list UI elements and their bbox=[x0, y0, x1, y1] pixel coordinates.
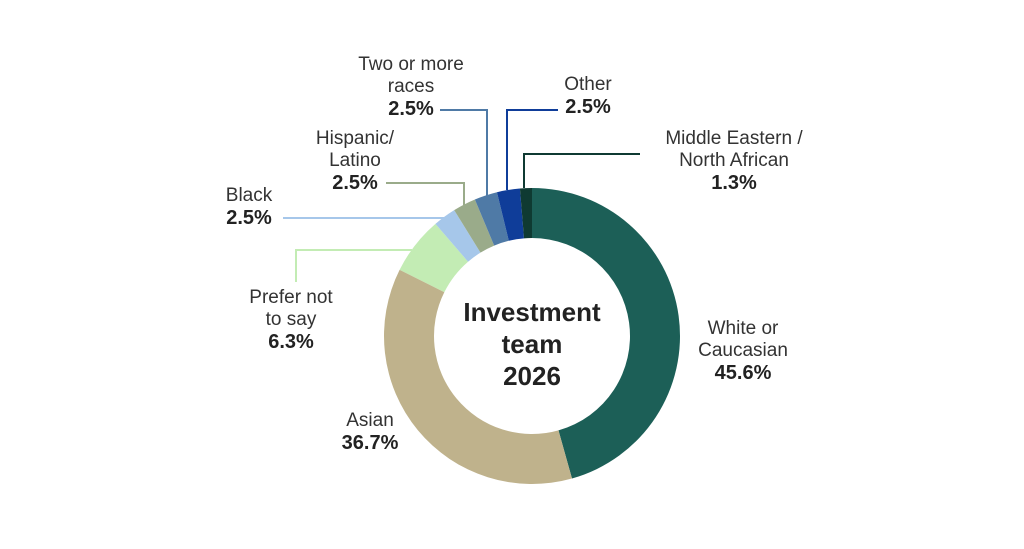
leader-line-middle-eastern-north-african bbox=[523, 153, 640, 188]
label-name-line: North African bbox=[679, 150, 789, 171]
label-value: 36.7% bbox=[341, 432, 399, 454]
label-value: 1.3% bbox=[711, 172, 757, 194]
label-name-line: Caucasian bbox=[698, 340, 788, 361]
label-name-line: Hispanic/ bbox=[315, 128, 395, 149]
label-value: 2.5% bbox=[226, 207, 272, 229]
label-prefer-not-to-say: Prefer not to say 6.3% bbox=[236, 287, 346, 353]
label-white-caucasian: White or Caucasian 45.6% bbox=[688, 318, 798, 384]
donut-slice-other bbox=[496, 188, 524, 241]
center-title-line-3: 2026 bbox=[503, 361, 561, 391]
donut-slice-hispanic-latino bbox=[454, 199, 495, 253]
label-name-line: Black bbox=[225, 185, 273, 206]
leader-lines bbox=[283, 109, 640, 282]
donut-slices bbox=[384, 188, 680, 484]
label-name-line: races bbox=[387, 76, 435, 97]
leader-line-two-or-more-races bbox=[440, 109, 488, 196]
center-title-line-1: Investment bbox=[463, 297, 601, 327]
label-value: 6.3% bbox=[268, 331, 314, 353]
donut-slice-two-or-more-races bbox=[474, 192, 509, 246]
label-value: 2.5% bbox=[332, 172, 378, 194]
label-name-line: to say bbox=[265, 309, 317, 330]
label-other: Other 2.5% bbox=[548, 74, 628, 118]
label-name-line: Two or more bbox=[358, 54, 464, 75]
label-value: 2.5% bbox=[565, 96, 611, 118]
donut-slice-asian bbox=[384, 269, 572, 484]
donut-center-title: Investment team 2026 bbox=[432, 296, 632, 392]
leader-line-other bbox=[506, 109, 558, 190]
label-black: Black 2.5% bbox=[214, 185, 284, 229]
donut-slice-black bbox=[435, 210, 481, 262]
label-asian: Asian 36.7% bbox=[320, 410, 420, 454]
donut-slice-white-caucasian bbox=[532, 188, 680, 479]
label-name-line: Asian bbox=[346, 410, 394, 431]
label-value: 2.5% bbox=[388, 98, 434, 120]
label-two-or-more-races: Two or more races 2.5% bbox=[346, 54, 476, 120]
donut-slice-prefer-not-to-say bbox=[399, 223, 469, 293]
center-title-line-2: team bbox=[501, 329, 563, 359]
label-name-line: White or bbox=[707, 318, 779, 339]
label-value: 45.6% bbox=[714, 362, 772, 384]
label-hispanic-latino: Hispanic/ Latino 2.5% bbox=[300, 128, 410, 194]
label-middle-eastern-north-african: Middle Eastern / North African 1.3% bbox=[644, 128, 824, 194]
leader-line-hispanic-latino bbox=[386, 182, 465, 205]
donut-slice-middle-eastern-north-african bbox=[519, 188, 532, 239]
leader-line-prefer-not-to-say bbox=[295, 249, 412, 282]
label-name-line: Other bbox=[564, 74, 612, 95]
label-name-line: Latino bbox=[329, 150, 381, 171]
label-name-line: Middle Eastern / bbox=[665, 128, 803, 149]
label-name-line: Prefer not bbox=[249, 287, 333, 308]
